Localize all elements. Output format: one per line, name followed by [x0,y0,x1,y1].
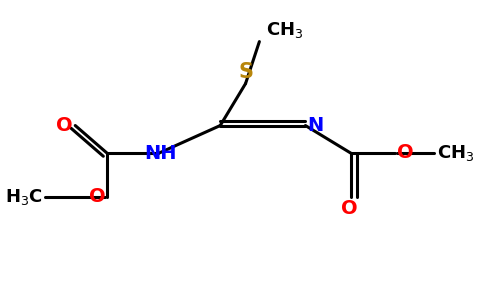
Text: O: O [341,199,358,218]
Text: O: O [56,116,73,135]
Text: NH: NH [144,144,177,163]
Text: N: N [308,116,324,135]
Text: CH$_3$: CH$_3$ [266,20,303,40]
Text: CH$_3$: CH$_3$ [437,143,474,164]
Text: H$_3$C: H$_3$C [5,187,43,207]
Text: O: O [89,187,105,206]
Text: O: O [397,143,414,162]
Text: S: S [238,62,253,82]
